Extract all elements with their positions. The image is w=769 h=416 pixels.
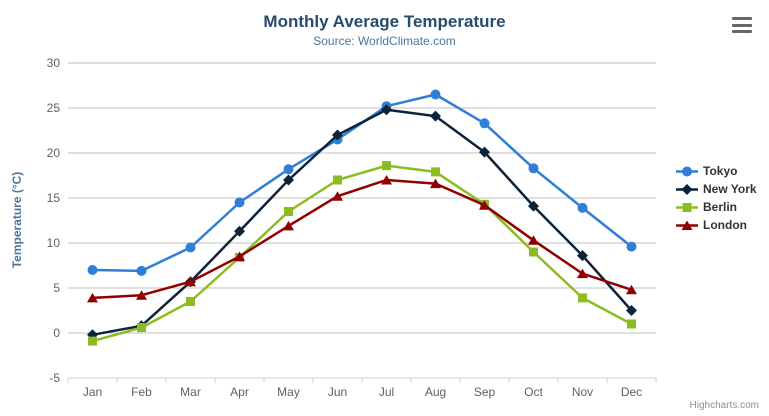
y-tick-label: 0 [53,326,60,340]
x-tick-label: Jul [379,385,394,399]
x-tick-label: Apr [230,385,249,399]
legend-item-new-york[interactable]: New York [676,180,757,198]
y-gridlines: -5 0 5 10 15 20 25 30 [47,56,656,385]
y-tick-label: 25 [47,101,61,115]
x-tick-label: Jun [328,385,347,399]
triangle-series-marker-icon [676,220,698,230]
y-axis-title: Temperature (°C) [10,171,24,269]
legend-label: Tokyo [703,164,738,178]
legend-item-london[interactable]: London [676,216,757,234]
x-tick-label: May [277,385,300,399]
series-london[interactable] [87,175,637,303]
circle-series-marker-icon [676,166,698,176]
series-berlin[interactable] [88,161,636,346]
diamond-series-marker-icon [676,183,698,195]
square-series-marker-icon [676,202,698,212]
legend-item-berlin[interactable]: Berlin [676,198,757,216]
legend-label: New York [703,182,757,196]
x-tick-label: Aug [425,385,446,399]
y-tick-label: 15 [47,191,61,205]
chart-title: Monthly Average Temperature [263,12,506,31]
x-tick-label: Oct [524,385,543,399]
x-tick-label: Jan [83,385,102,399]
series-tokyo[interactable] [87,89,637,276]
y-tick-label: -5 [49,371,60,385]
x-axis: Jan Feb Mar Apr May Jun Jul Aug Sep Oct Nov Dec [67,377,657,399]
chart-subtitle: Source: WorldClimate.com [313,34,456,48]
legend: Tokyo New York Berlin London [676,162,757,234]
y-tick-label: 20 [47,146,61,160]
y-tick-label: 5 [53,281,60,295]
legend-label: London [703,218,747,232]
y-tick-label: 10 [47,236,61,250]
y-tick-label: 30 [47,56,61,70]
legend-item-tokyo[interactable]: Tokyo [676,162,757,180]
x-tick-label: Sep [474,385,496,399]
series-new-york[interactable] [87,104,637,341]
legend-label: Berlin [703,200,738,214]
x-tick-label: Feb [131,385,152,399]
hamburger-menu-icon[interactable] [730,15,754,35]
x-tick-label: Mar [180,385,201,399]
x-tick-label: Dec [621,385,642,399]
highcharts-credits-link[interactable]: Highcharts.com [689,400,759,411]
x-tick-label: Nov [572,385,593,399]
